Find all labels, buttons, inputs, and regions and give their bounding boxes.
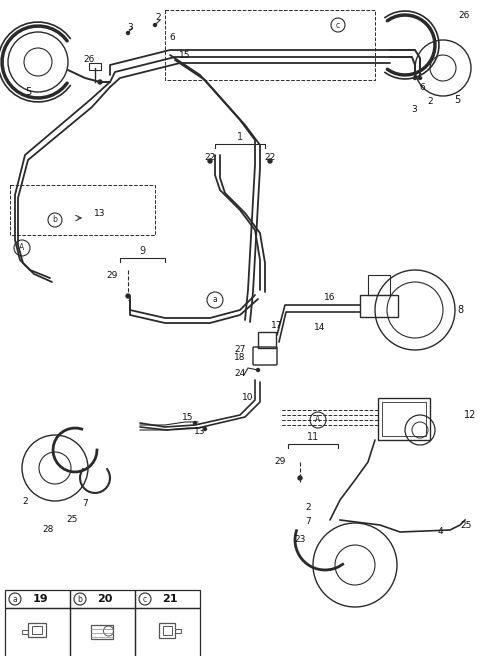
Bar (360, 295, 398, 317)
Text: 12: 12 (464, 410, 476, 420)
Bar (135, 590, 200, 608)
Text: 29: 29 (274, 457, 286, 466)
Text: 28: 28 (42, 525, 54, 535)
Text: 2: 2 (305, 504, 311, 512)
Text: 15: 15 (179, 51, 191, 60)
Circle shape (413, 77, 417, 79)
Text: 25: 25 (66, 516, 78, 525)
Circle shape (98, 80, 102, 84)
Text: a: a (12, 594, 17, 604)
Bar (163, 626, 171, 635)
Bar (5, 590, 70, 608)
Circle shape (193, 422, 196, 424)
Bar (70, 608, 135, 656)
Text: 18: 18 (234, 354, 246, 363)
Text: 7: 7 (82, 499, 88, 508)
Text: 5: 5 (25, 87, 31, 97)
Text: 20: 20 (97, 594, 113, 604)
Circle shape (154, 24, 156, 26)
Circle shape (298, 476, 302, 480)
Text: 1: 1 (237, 132, 243, 142)
Text: 2: 2 (427, 98, 433, 106)
Text: 25: 25 (460, 520, 472, 529)
Text: 23: 23 (294, 535, 306, 544)
Text: 13: 13 (94, 209, 106, 218)
Text: b: b (53, 216, 58, 224)
Text: 2: 2 (155, 14, 161, 22)
Text: c: c (336, 20, 340, 30)
Text: b: b (78, 594, 83, 604)
Text: 3: 3 (127, 22, 133, 31)
Text: 27: 27 (234, 344, 246, 354)
Text: A: A (19, 243, 24, 253)
Text: 26: 26 (458, 10, 470, 20)
Circle shape (127, 31, 130, 35)
Text: 6: 6 (419, 83, 425, 91)
Text: 17: 17 (271, 321, 283, 329)
Text: 24: 24 (234, 369, 246, 377)
Bar (70, 590, 135, 608)
Text: 10: 10 (242, 394, 254, 403)
Text: 7: 7 (305, 518, 311, 527)
Text: 15: 15 (182, 413, 194, 422)
Circle shape (126, 294, 130, 298)
Circle shape (268, 159, 272, 163)
Text: 19: 19 (32, 594, 48, 604)
Bar (258, 332, 276, 348)
Bar (368, 275, 390, 295)
Text: 8: 8 (457, 305, 463, 315)
Circle shape (208, 159, 212, 163)
Text: 16: 16 (324, 293, 336, 302)
Text: 22: 22 (204, 152, 216, 161)
Bar (27, 623, 46, 637)
Text: c: c (143, 594, 147, 604)
Bar (378, 398, 430, 440)
Text: 3: 3 (411, 106, 417, 115)
Bar (135, 608, 200, 656)
Circle shape (204, 428, 206, 430)
Text: 4: 4 (437, 527, 443, 537)
Bar (158, 623, 175, 638)
Text: 5: 5 (454, 95, 460, 105)
Text: a: a (213, 295, 217, 304)
Text: 9: 9 (139, 246, 145, 256)
Text: 13: 13 (194, 428, 206, 436)
Bar (382, 402, 426, 436)
Circle shape (256, 369, 260, 371)
Text: 2: 2 (22, 497, 28, 506)
Circle shape (419, 77, 421, 79)
Bar (89, 63, 101, 70)
Text: 11: 11 (307, 432, 319, 442)
Text: 22: 22 (264, 152, 276, 161)
Text: 21: 21 (162, 594, 178, 604)
Text: 14: 14 (314, 323, 326, 333)
Text: 26: 26 (84, 56, 95, 64)
Text: A: A (315, 415, 321, 424)
Text: 6: 6 (169, 33, 175, 43)
Bar (32, 626, 41, 634)
Bar (91, 625, 112, 639)
Bar (5, 608, 70, 656)
Text: 29: 29 (106, 270, 118, 279)
